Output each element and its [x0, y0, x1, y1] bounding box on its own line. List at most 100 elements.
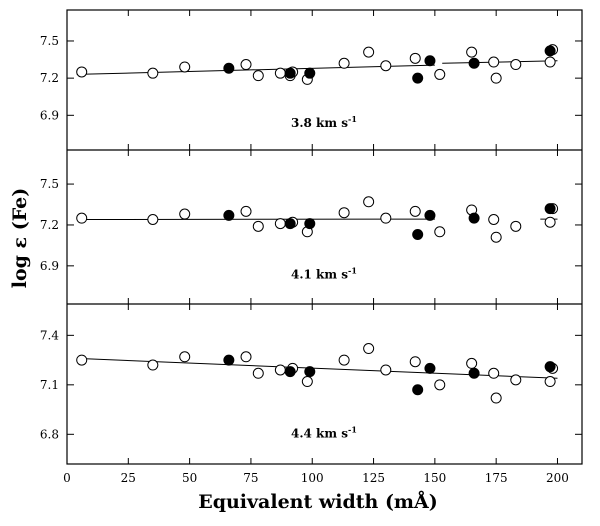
open-point	[380, 60, 392, 72]
open-point	[147, 359, 159, 371]
open-point	[363, 343, 375, 355]
filled-point	[304, 67, 316, 79]
open-point	[409, 205, 421, 217]
fit-line	[76, 64, 435, 75]
open-point	[179, 208, 191, 220]
open-point	[488, 367, 500, 379]
open-point	[434, 68, 446, 80]
open-point	[252, 367, 264, 379]
filled-point	[424, 209, 436, 221]
filled-point	[468, 367, 480, 379]
y-tick-label: 7.1	[40, 378, 59, 392]
open-point	[363, 196, 375, 208]
filled-point	[424, 362, 436, 374]
open-point	[488, 214, 500, 226]
x-tick-label: 150	[423, 471, 446, 485]
tick-labels: 6.9 7.2 7.5 3.8 km s-1 6.9 7.2 7.5 4.1 km s-1 6.…	[40, 34, 569, 485]
filled-point	[544, 45, 556, 57]
filled-point	[223, 354, 235, 366]
x-tick-label: 200	[546, 471, 569, 485]
y-axis-title: log ε (Fe)	[9, 188, 31, 288]
filled-point	[412, 72, 424, 84]
filled-point	[284, 366, 296, 378]
open-point	[76, 212, 88, 224]
filled-point	[223, 62, 235, 74]
y-tick-label: 7.2	[40, 218, 59, 232]
open-point	[409, 356, 421, 368]
open-point	[510, 59, 522, 71]
x-tick-label: 175	[485, 471, 508, 485]
y-tick-label: 6.9	[40, 259, 59, 273]
filled-point	[544, 203, 556, 215]
open-point	[466, 357, 478, 369]
filled-point	[468, 212, 480, 224]
open-point	[544, 376, 556, 388]
open-point	[147, 214, 159, 226]
open-point	[490, 72, 502, 84]
open-point	[510, 220, 522, 232]
fit-line	[442, 60, 558, 64]
open-point	[147, 67, 159, 79]
open-point	[488, 56, 500, 68]
open-point	[409, 52, 421, 64]
x-tick-label: 0	[63, 471, 71, 485]
open-point	[179, 351, 191, 363]
filled-point	[223, 209, 235, 221]
open-point	[544, 56, 556, 68]
open-point	[363, 46, 375, 58]
open-point	[338, 354, 350, 366]
y-tick-label: 7.2	[40, 71, 59, 85]
open-point	[76, 66, 88, 78]
data-points	[76, 44, 559, 404]
filled-point	[284, 67, 296, 79]
x-tick-label: 100	[301, 471, 324, 485]
axis-ticks	[66, 10, 582, 464]
panel-label: 4.4 km s-1	[291, 425, 357, 441]
y-tick-label: 7.5	[40, 34, 59, 48]
open-point	[274, 218, 286, 230]
x-tick-label: 50	[182, 471, 197, 485]
x-tick-label: 125	[362, 471, 385, 485]
filled-point	[304, 366, 316, 378]
open-point	[252, 70, 264, 82]
x-axis-title: Equivalent width (mÅ)	[198, 490, 438, 513]
filled-point	[468, 57, 480, 69]
open-point	[490, 231, 502, 243]
x-tick-label: 75	[243, 471, 258, 485]
plot-border	[66, 9, 583, 465]
y-tick-label: 6.8	[40, 427, 59, 441]
open-point	[274, 67, 286, 79]
filled-point	[304, 218, 316, 230]
open-point	[510, 374, 522, 386]
x-tick-label: 25	[121, 471, 136, 485]
open-point	[380, 364, 392, 376]
open-point	[252, 220, 264, 232]
open-point	[240, 205, 252, 217]
y-tick-label: 7.4	[40, 328, 59, 342]
open-point	[490, 392, 502, 404]
open-point	[434, 226, 446, 238]
open-point	[240, 351, 252, 363]
open-point	[76, 354, 88, 366]
open-point	[338, 57, 350, 69]
open-point	[179, 61, 191, 73]
open-point	[544, 216, 556, 228]
open-point	[240, 59, 252, 71]
plot-frame	[66, 9, 583, 465]
y-tick-label: 6.9	[40, 108, 59, 122]
open-point	[301, 376, 313, 388]
filled-point	[284, 218, 296, 230]
filled-point	[424, 55, 436, 67]
open-point	[338, 207, 350, 219]
filled-point	[544, 361, 556, 373]
filled-point	[412, 228, 424, 240]
panel-label: 3.8 km s-1	[291, 114, 357, 130]
y-tick-label: 7.5	[40, 177, 59, 191]
open-point	[466, 46, 478, 58]
filled-point	[412, 384, 424, 396]
open-point	[434, 379, 446, 391]
open-point	[274, 364, 286, 376]
open-point	[380, 212, 392, 224]
panel-label: 4.1 km s-1	[291, 266, 357, 282]
